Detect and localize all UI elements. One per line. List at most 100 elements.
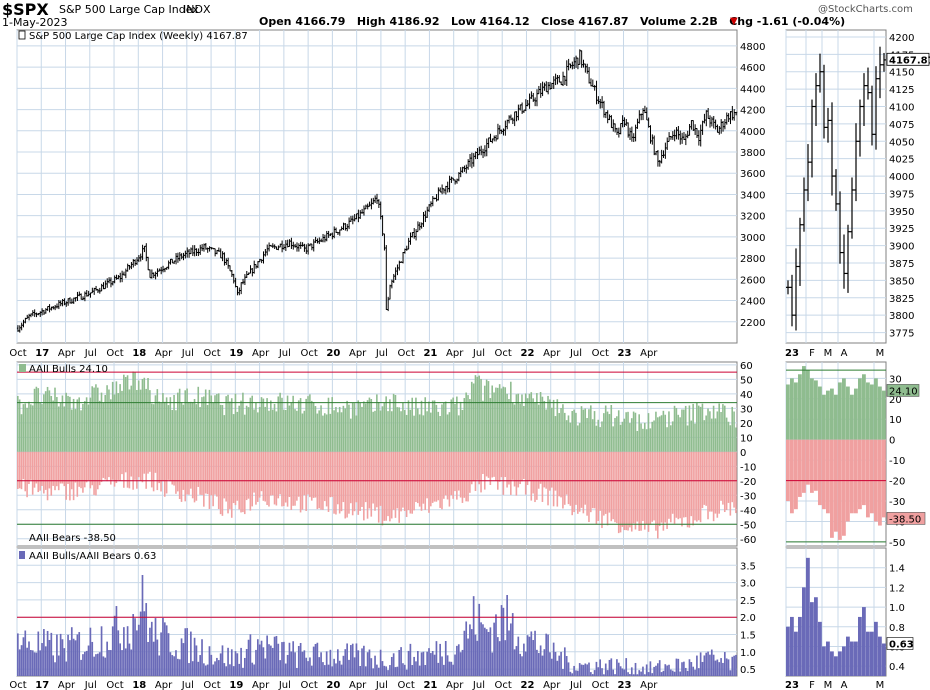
bulls-bar	[154, 395, 157, 452]
ratio-bar	[325, 651, 328, 676]
sentiment-y-tick: -30	[740, 491, 756, 502]
bears-bar	[619, 451, 622, 533]
bulls-bar	[104, 395, 107, 452]
bulls-bar	[242, 392, 244, 452]
bears-bar	[268, 451, 270, 507]
bulls-bar	[130, 385, 133, 452]
ratio-bar	[258, 644, 261, 676]
zoom-bulls-bar	[806, 370, 810, 440]
bulls-bar	[703, 420, 706, 452]
zoom-bulls-bar	[834, 394, 838, 440]
bulls-bar	[556, 399, 559, 452]
bulls-bar	[554, 416, 557, 452]
ratio-bar	[307, 661, 309, 676]
ratio-bar	[402, 663, 404, 676]
bears-legend: AAII Bears -38.50	[29, 533, 116, 544]
ratio-bar	[638, 670, 641, 676]
ratio-bar	[171, 655, 174, 676]
bulls-bar	[82, 404, 84, 452]
bulls-bar	[722, 404, 724, 452]
bears-bar	[536, 451, 538, 500]
bulls-bar	[630, 418, 633, 452]
bears-bar	[612, 451, 614, 520]
zoom-bears-bar	[858, 439, 862, 510]
bulls-bar	[342, 405, 345, 452]
ratio-bar	[444, 641, 447, 676]
bears-bar	[487, 451, 490, 478]
bears-bar	[387, 451, 389, 517]
bears-bar	[383, 451, 386, 521]
bears-bar	[221, 451, 224, 516]
ratio-bar	[729, 670, 732, 676]
ratio-bar	[43, 629, 45, 676]
bears-bar	[643, 451, 646, 530]
bulls-bar	[647, 413, 650, 452]
bears-bar	[106, 451, 108, 482]
bulls-bar	[632, 411, 635, 452]
bulls-bar	[147, 378, 149, 452]
bulls-bar	[629, 423, 631, 452]
bulls-bar	[294, 409, 296, 452]
bulls-bar	[63, 406, 66, 452]
bulls-bar	[450, 399, 453, 452]
bears-bar	[567, 451, 570, 505]
bears-bar	[134, 451, 136, 480]
bulls-bar	[141, 379, 144, 452]
zoom-bulls-bar	[790, 378, 794, 440]
zoom-bulls-bar	[794, 382, 798, 440]
bears-bar	[74, 451, 77, 483]
ratio-bar	[684, 667, 687, 676]
ratio-bar	[204, 665, 207, 676]
bulls-bar	[277, 396, 280, 452]
bulls-bar	[247, 407, 250, 452]
bears-bar	[450, 451, 453, 496]
ratio-bar	[619, 666, 622, 676]
x-tick-label-bottom: Apr	[640, 680, 658, 690]
bulls-bar	[394, 394, 397, 452]
x-tick-label: Jul	[278, 348, 291, 359]
ratio-bar	[203, 663, 205, 676]
bulls-bar	[681, 409, 683, 452]
bears-bar	[550, 451, 553, 488]
bulls-bar	[692, 403, 694, 452]
zoom-bears-bar	[814, 439, 818, 491]
bears-bar	[270, 451, 272, 496]
x-tick-label: Oct	[592, 348, 609, 359]
bears-bar	[193, 451, 196, 503]
bulls-bar	[314, 406, 317, 452]
bears-bar	[716, 451, 719, 518]
bears-bar	[608, 451, 611, 513]
x-tick-label: Oct	[9, 348, 26, 359]
bulls-bar	[640, 423, 642, 452]
bulls-bar	[249, 397, 252, 452]
price-y-tick: 4800	[740, 42, 765, 53]
ratio-bar	[528, 636, 531, 676]
bulls-bar	[119, 384, 121, 452]
bulls-bar	[627, 411, 629, 452]
bulls-bar	[735, 427, 737, 452]
index-name: S&P 500 Large Cap Index	[59, 3, 199, 16]
bears-bar	[366, 451, 369, 519]
zoom-price-y-tick: 3800	[889, 311, 914, 322]
bears-bar	[48, 451, 51, 489]
zoom-bears-bar	[882, 439, 886, 518]
bears-bar	[17, 451, 19, 489]
bears-bar	[69, 451, 71, 501]
bears-bar	[452, 451, 454, 499]
bulls-bar	[420, 400, 423, 452]
ratio-bar	[601, 668, 603, 676]
bears-bar	[502, 451, 505, 495]
ratio-bar	[599, 659, 601, 676]
bears-bar	[735, 451, 737, 514]
bears-bar	[113, 451, 116, 487]
ratio-bar	[310, 665, 313, 676]
ratio-bar	[249, 634, 252, 676]
bulls-bar	[376, 394, 378, 452]
bears-bar	[327, 451, 330, 512]
bulls-bar	[513, 404, 516, 452]
bulls-bar	[625, 412, 627, 452]
bulls-bar	[377, 401, 380, 452]
bears-bar	[543, 451, 546, 488]
bulls-bar	[549, 399, 551, 452]
bears-bar	[147, 451, 149, 474]
